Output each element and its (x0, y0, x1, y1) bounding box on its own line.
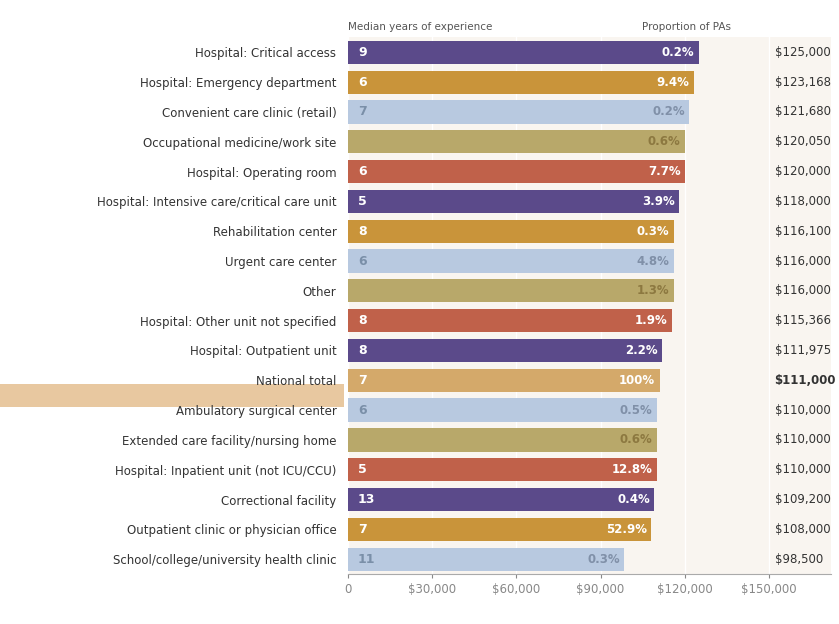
Bar (348, 399, 657, 422)
Text: 13: 13 (358, 493, 375, 506)
Text: 11: 11 (358, 434, 376, 446)
Bar (348, 220, 674, 243)
Text: 0.2%: 0.2% (662, 46, 695, 59)
Text: $123,168: $123,168 (774, 76, 831, 89)
Bar (348, 279, 674, 303)
Text: $120,050: $120,050 (774, 135, 831, 149)
Text: $109,200: $109,200 (774, 493, 831, 506)
Bar (348, 518, 651, 541)
Text: 1.9%: 1.9% (635, 314, 668, 327)
Text: $115,366: $115,366 (774, 314, 831, 327)
Bar (348, 309, 672, 333)
Text: 9: 9 (358, 46, 367, 59)
Text: $98,500: $98,500 (774, 553, 823, 566)
Text: 7: 7 (358, 523, 367, 536)
Text: 17: 17 (358, 135, 376, 149)
Text: 12.8%: 12.8% (612, 463, 653, 476)
Text: 7: 7 (358, 105, 367, 119)
Text: 0.5%: 0.5% (620, 404, 653, 417)
Text: 2.2%: 2.2% (625, 344, 658, 357)
Text: $111,000: $111,000 (774, 374, 836, 387)
Text: 8: 8 (358, 344, 367, 357)
Text: $110,000: $110,000 (774, 404, 831, 417)
Text: $121,680: $121,680 (774, 105, 831, 119)
Bar (348, 71, 694, 94)
Text: 6: 6 (358, 76, 367, 89)
Text: $110,000: $110,000 (774, 434, 831, 446)
Text: 0.4%: 0.4% (618, 493, 650, 506)
Text: 8: 8 (358, 314, 367, 327)
Bar (348, 369, 659, 392)
Bar (348, 547, 624, 571)
Text: $116,000: $116,000 (774, 255, 831, 268)
Bar (348, 130, 685, 154)
Text: $118,000: $118,000 (774, 195, 831, 208)
Text: 0.6%: 0.6% (620, 434, 653, 446)
Text: $116,100: $116,100 (774, 225, 831, 238)
Text: $120,000: $120,000 (774, 165, 831, 178)
Bar (348, 488, 654, 511)
Bar (348, 100, 690, 124)
Text: Proportion of PAs: Proportion of PAs (643, 22, 732, 32)
Bar (348, 428, 657, 452)
Text: 4.8%: 4.8% (637, 255, 670, 268)
Text: 0.6%: 0.6% (648, 135, 680, 149)
Text: 9.4%: 9.4% (657, 76, 690, 89)
Text: Median years of experience: Median years of experience (348, 22, 492, 32)
Text: 1.3%: 1.3% (637, 285, 670, 298)
Bar (348, 190, 679, 213)
Bar (348, 41, 699, 64)
Text: $108,000: $108,000 (774, 523, 830, 536)
Text: 0.3%: 0.3% (587, 553, 620, 566)
Text: 7.7%: 7.7% (648, 165, 680, 178)
Text: $116,000: $116,000 (774, 285, 831, 298)
Text: 8: 8 (358, 225, 367, 238)
Text: 12: 12 (358, 285, 376, 298)
Bar (348, 339, 662, 362)
Bar (348, 250, 674, 273)
Text: 11: 11 (358, 553, 376, 566)
Bar (348, 458, 657, 481)
Text: $110,000: $110,000 (774, 463, 831, 476)
Text: 6: 6 (358, 404, 367, 417)
Text: $111,975: $111,975 (774, 344, 831, 357)
Text: $125,000: $125,000 (774, 46, 831, 59)
Text: 6: 6 (358, 165, 367, 178)
Text: 7: 7 (358, 374, 367, 387)
Bar (348, 160, 685, 183)
Text: 3.9%: 3.9% (642, 195, 675, 208)
Text: 100%: 100% (619, 374, 655, 387)
Text: 0.3%: 0.3% (637, 225, 670, 238)
Text: 5: 5 (358, 463, 367, 476)
Text: 6: 6 (358, 255, 367, 268)
Text: 0.2%: 0.2% (653, 105, 685, 119)
Text: 52.9%: 52.9% (606, 523, 647, 536)
Text: 5: 5 (358, 195, 367, 208)
